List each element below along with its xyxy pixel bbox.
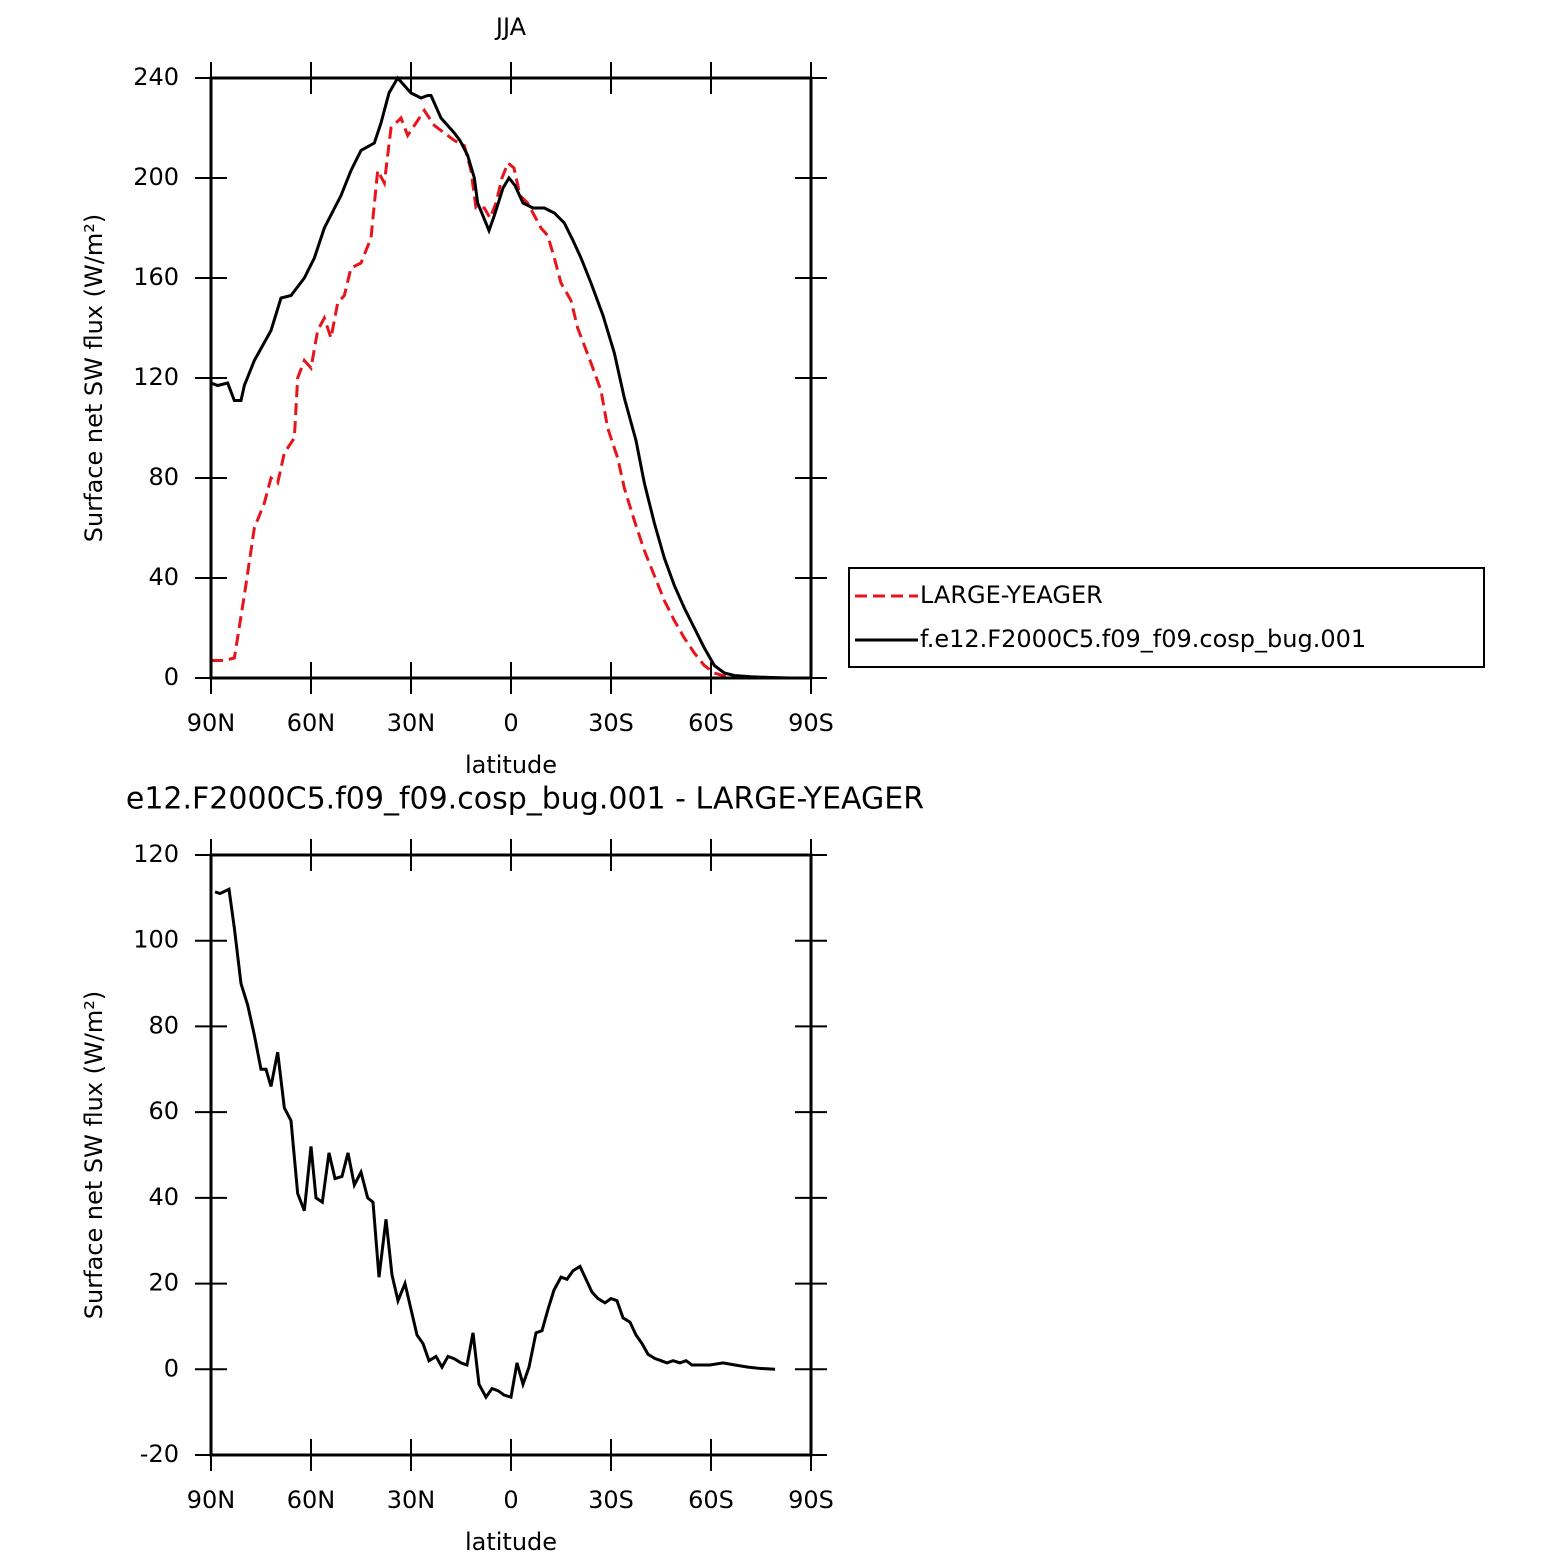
y-tick-label: 60: [148, 1097, 179, 1125]
y-tick-label: 0: [164, 1354, 179, 1382]
plot-frame: [209, 853, 813, 1457]
legend-label: LARGE-YEAGER: [920, 581, 1103, 609]
y-axis-label: Surface net SW flux (W/m²): [80, 991, 108, 1319]
y-tick-label: 80: [148, 1011, 179, 1039]
x-tick-label: 90N: [187, 1486, 236, 1514]
x-axis-label: latitude: [465, 1528, 557, 1556]
x-tick-label: 30N: [387, 709, 436, 737]
y-tick-label: 120: [133, 840, 179, 868]
chart-title: e12.F2000C5.f09_f09.cosp_bug.001 - LARGE…: [126, 782, 924, 817]
chart-title: JJA: [494, 13, 527, 41]
y-tick-label: 80: [148, 463, 179, 491]
plot-frame: [209, 76, 813, 680]
data-line: [210, 75, 801, 680]
x-tick-label: 0: [503, 709, 518, 737]
y-tick-label: -20: [140, 1440, 179, 1468]
x-tick-label: 30N: [387, 1486, 436, 1514]
y-tick-label: 200: [133, 163, 179, 191]
x-tick-label: 30S: [588, 709, 634, 737]
y-tick-label: 160: [133, 263, 179, 291]
legend-box: [848, 567, 1485, 668]
x-tick-label: 30S: [588, 1486, 634, 1514]
x-tick-label: 60N: [287, 1486, 336, 1514]
x-tick-label: 60N: [287, 709, 336, 737]
y-tick-label: 120: [133, 363, 179, 391]
y-axis-label: Surface net SW flux (W/m²): [80, 214, 108, 542]
x-tick-label: 60S: [688, 1486, 734, 1514]
x-tick-label: 90N: [187, 709, 236, 737]
y-tick-label: 20: [148, 1269, 179, 1297]
y-tick-label: 0: [164, 663, 179, 691]
legend-label: f.e12.F2000C5.f09_f09.cosp_bug.001: [920, 625, 1366, 653]
x-axis-label: latitude: [465, 751, 557, 779]
data-line: [211, 107, 801, 680]
y-tick-label: 240: [133, 63, 179, 91]
x-tick-label: 90S: [788, 1486, 834, 1514]
y-tick-label: 40: [148, 563, 179, 591]
y-tick-label: 100: [133, 926, 179, 954]
x-tick-label: 60S: [688, 709, 734, 737]
y-tick-label: 40: [148, 1183, 179, 1211]
data-line: [214, 887, 776, 1400]
x-tick-label: 90S: [788, 709, 834, 737]
x-tick-label: 0: [503, 1486, 518, 1514]
